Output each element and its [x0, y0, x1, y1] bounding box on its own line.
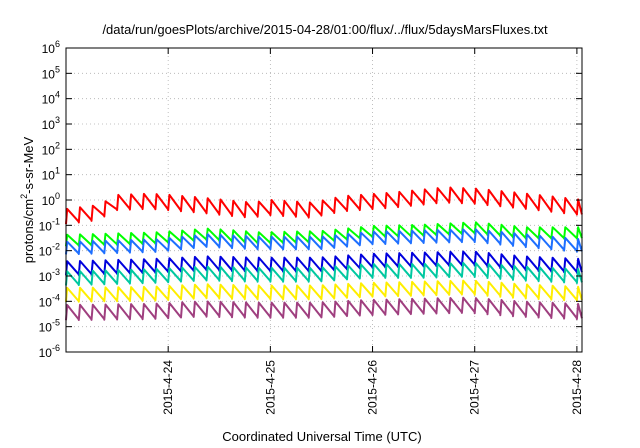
y-tick-label: 10-1: [39, 216, 60, 233]
y-tick-exp: -1: [52, 216, 60, 226]
y-tick-exp: 0: [55, 191, 60, 201]
y-tick-base: 10: [39, 219, 53, 233]
y-tick-label: 104: [42, 90, 60, 107]
y-tick-exp: 3: [55, 115, 60, 125]
series-line-6: [65, 279, 583, 303]
y-axis-label-suffix: -s-sr-MeV: [21, 136, 36, 193]
series-line-1: [65, 186, 583, 225]
plot-lines: [65, 186, 583, 321]
y-tick-base: 10: [42, 169, 56, 183]
y-tick-exp: -4: [52, 292, 60, 302]
y-tick-label: 100: [42, 191, 60, 208]
series-line-5: [65, 261, 583, 286]
y-axis-label-prefix: protons/cm: [21, 199, 36, 263]
y-tick-base: 10: [39, 346, 53, 360]
y-tick-exp: -5: [52, 318, 60, 328]
y-tick-exp: -3: [52, 267, 60, 277]
y-tick-exp: 5: [55, 64, 60, 74]
y-tick-base: 10: [42, 42, 56, 56]
y-tick-label: 10-6: [39, 343, 60, 360]
y-tick-base: 10: [39, 270, 53, 284]
x-tick-label: 2015-4-25: [263, 360, 277, 415]
x-tick-label: 2015-4-24: [161, 360, 175, 415]
y-axis-label: protons/cm2-s-sr-MeV: [19, 136, 36, 263]
y-tick-exp: -6: [52, 343, 60, 353]
y-tick-label: 10-3: [39, 267, 60, 284]
y-tick-base: 10: [42, 194, 56, 208]
y-tick-label: 106: [42, 39, 60, 56]
x-tick-label: 2015-4-26: [366, 360, 380, 415]
y-tick-label: 105: [42, 64, 60, 81]
y-tick-label: 10-2: [39, 242, 60, 259]
y-tick-exp: 1: [55, 166, 60, 176]
y-tick-base: 10: [39, 245, 53, 259]
y-tick-exp: 2: [55, 140, 60, 150]
y-tick-exp: 6: [55, 39, 60, 49]
x-tick-label: 2015-4-27: [468, 360, 482, 415]
series-line-7: [65, 296, 583, 321]
y-tick-base: 10: [39, 295, 53, 309]
y-tick-base: 10: [42, 93, 56, 107]
y-tick-exp: 4: [55, 90, 60, 100]
y-tick-exp: -2: [52, 242, 60, 252]
x-axis-label: Coordinated Universal Time (UTC): [222, 429, 421, 444]
x-tick-label: 2015-4-28: [570, 360, 584, 415]
chart-title: /data/run/goesPlots/archive/2015-04-28/0…: [102, 22, 548, 37]
y-tick-label: 101: [42, 166, 60, 183]
axis-ticks: 10-610-510-410-310-210-11001011021031041…: [39, 39, 584, 415]
series-line-3: [65, 228, 583, 255]
y-tick-base: 10: [42, 143, 56, 157]
y-tick-label: 103: [42, 115, 60, 132]
y-axis-label-sup: 2: [19, 194, 29, 199]
y-tick-base: 10: [42, 118, 56, 132]
y-tick-label: 10-4: [39, 292, 60, 309]
y-tick-label: 10-5: [39, 318, 60, 335]
y-tick-base: 10: [39, 321, 53, 335]
y-tick-label: 102: [42, 140, 60, 157]
y-tick-base: 10: [42, 67, 56, 81]
